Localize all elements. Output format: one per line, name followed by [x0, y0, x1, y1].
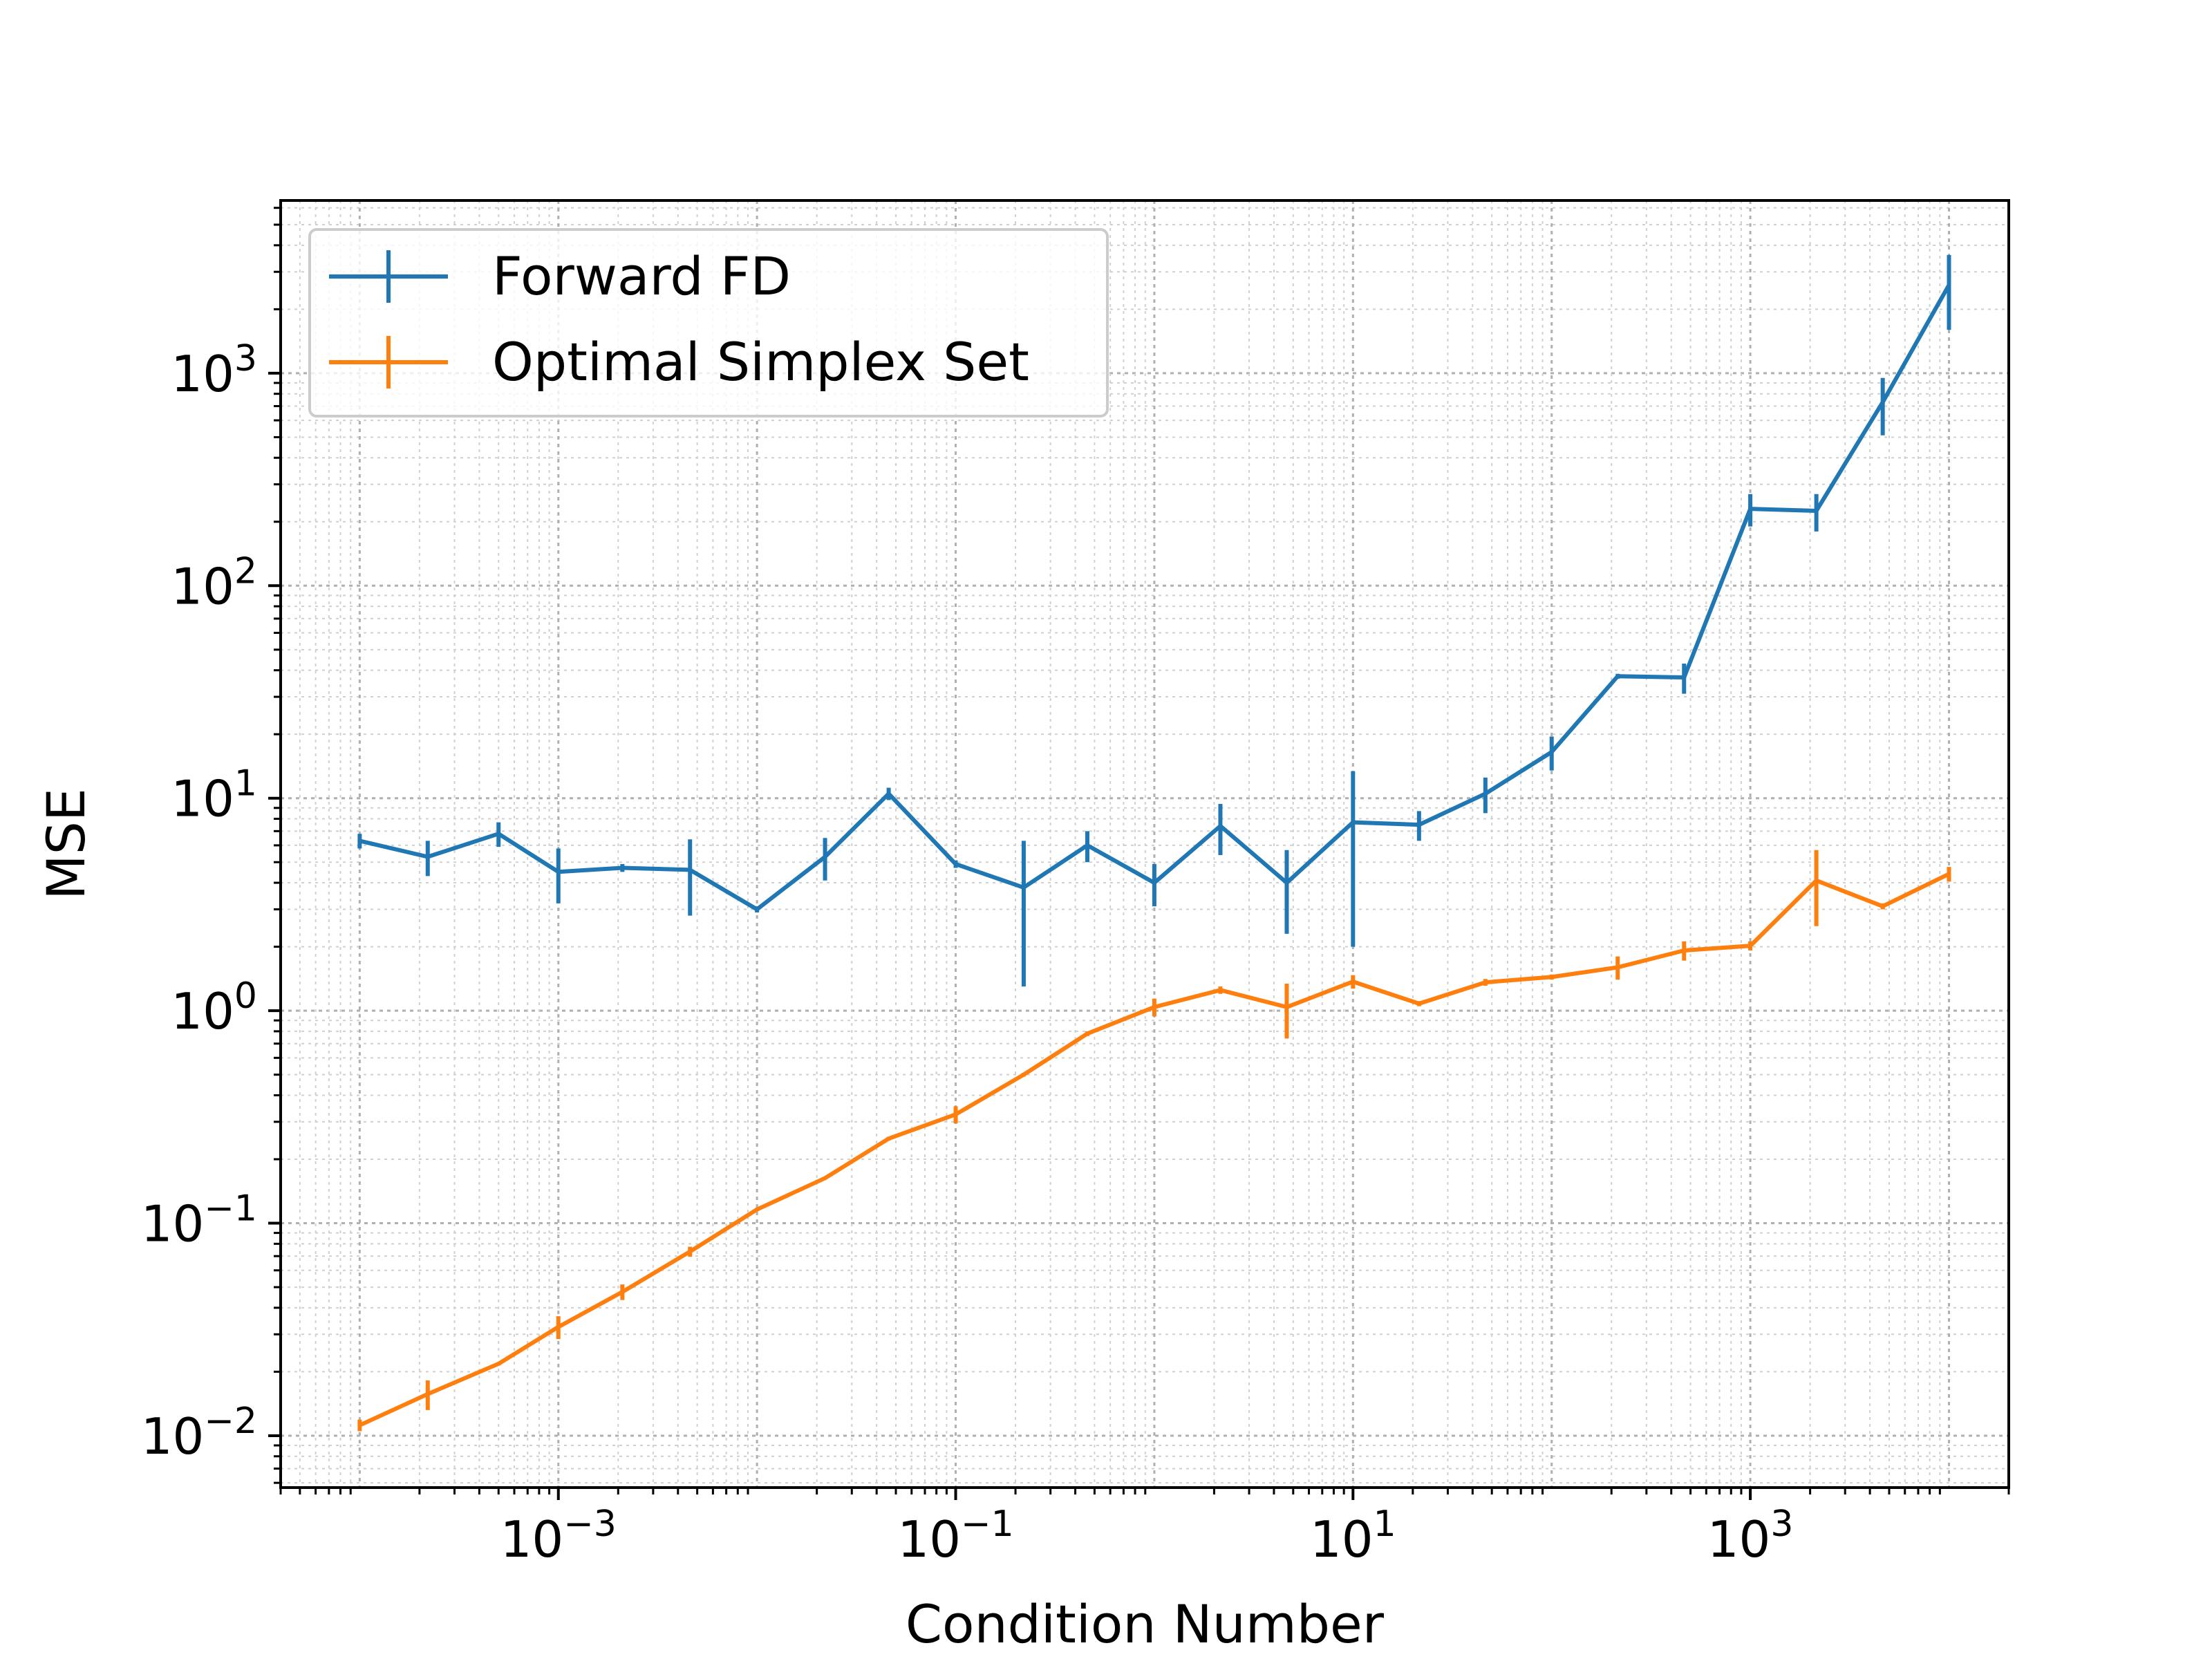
- data-point-optimal-simplex-set: [556, 1324, 561, 1329]
- data-point-forward-fd: [1483, 791, 1488, 796]
- plot-area-frame: [279, 199, 2010, 1489]
- data-point-forward-fd: [1947, 283, 1951, 288]
- major-ticks: [268, 371, 1752, 1500]
- data-point-forward-fd: [953, 861, 958, 866]
- y-tick-label: 103: [171, 338, 257, 403]
- data-point-forward-fd: [1748, 507, 1753, 512]
- data-point-forward-fd: [556, 870, 561, 874]
- data-point-forward-fd: [1615, 674, 1620, 679]
- data-point-forward-fd: [688, 868, 693, 872]
- data-point-forward-fd: [1814, 509, 1819, 514]
- data-point-optimal-simplex-set: [886, 1136, 891, 1141]
- data-point-forward-fd: [886, 791, 891, 796]
- data-point-optimal-simplex-set: [1416, 1001, 1421, 1006]
- data-point-forward-fd: [755, 907, 760, 912]
- x-tick-label: 10−1: [897, 1503, 1013, 1568]
- data-point-optimal-simplex-set: [755, 1207, 760, 1212]
- data-point-forward-fd: [425, 854, 430, 859]
- data-point-forward-fd: [1549, 749, 1554, 754]
- legend-label-optimal-simplex-set: Optimal Simplex Set: [492, 331, 1029, 393]
- data-point-forward-fd: [1284, 881, 1289, 885]
- y-tick-label: 10−2: [141, 1400, 257, 1465]
- x-tick-label: 10−3: [500, 1503, 617, 1568]
- data-point-forward-fd: [1152, 881, 1156, 885]
- data-point-optimal-simplex-set: [496, 1361, 501, 1366]
- data-point-optimal-simplex-set: [357, 1423, 362, 1427]
- data-point-optimal-simplex-set: [425, 1391, 430, 1396]
- tick-labels: 10−3 10−1 101 103 10−2 10−1 100 101 102 103: [141, 338, 1794, 1568]
- data-point-forward-fd: [496, 832, 501, 836]
- data-point-optimal-simplex-set: [620, 1289, 625, 1294]
- data-point-optimal-simplex-set: [1218, 988, 1223, 993]
- x-tick-label: 101: [1310, 1503, 1396, 1568]
- data-point-optimal-simplex-set: [1814, 878, 1819, 883]
- legend-box: [308, 228, 1109, 418]
- x-tick-label: 103: [1707, 1503, 1794, 1568]
- data-point-forward-fd: [357, 838, 362, 843]
- data-point-optimal-simplex-set: [1085, 1031, 1090, 1036]
- y-tick-label: 10−1: [141, 1188, 257, 1253]
- data-point-optimal-simplex-set: [1152, 1004, 1156, 1009]
- data-point-optimal-simplex-set: [1682, 948, 1687, 953]
- legend-label-forward-fd: Forward FD: [492, 245, 791, 307]
- data-point-forward-fd: [823, 854, 827, 859]
- data-point-optimal-simplex-set: [1351, 980, 1356, 984]
- y-axis-label: MSE: [35, 788, 97, 900]
- data-point-forward-fd: [1218, 823, 1223, 828]
- data-point-optimal-simplex-set: [1947, 872, 1951, 877]
- series-layer: [357, 254, 1951, 1432]
- data-point-forward-fd: [1880, 400, 1885, 404]
- data-point-forward-fd: [620, 865, 625, 870]
- data-point-forward-fd: [1021, 885, 1026, 890]
- x-axis-label: Condition Number: [906, 1593, 1385, 1655]
- data-point-optimal-simplex-set: [1284, 1004, 1289, 1009]
- data-point-optimal-simplex-set: [1549, 975, 1554, 980]
- data-point-optimal-simplex-set: [1483, 980, 1488, 985]
- data-point-optimal-simplex-set: [1880, 904, 1885, 909]
- y-tick-label: 101: [171, 763, 257, 828]
- data-point-optimal-simplex-set: [1021, 1072, 1026, 1077]
- data-point-forward-fd: [1416, 823, 1421, 827]
- data-point-forward-fd: [1351, 820, 1356, 825]
- data-point-optimal-simplex-set: [688, 1249, 693, 1254]
- data-point-optimal-simplex-set: [1615, 965, 1620, 970]
- data-point-optimal-simplex-set: [1748, 944, 1753, 948]
- y-tick-label: 102: [171, 550, 257, 615]
- data-point-optimal-simplex-set: [823, 1176, 827, 1181]
- data-point-forward-fd: [1085, 843, 1090, 847]
- data-point-forward-fd: [1682, 675, 1687, 680]
- data-point-optimal-simplex-set: [953, 1112, 958, 1117]
- y-tick-label: 100: [171, 975, 257, 1040]
- legend: Forward FD Optimal Simplex Set: [308, 228, 1109, 418]
